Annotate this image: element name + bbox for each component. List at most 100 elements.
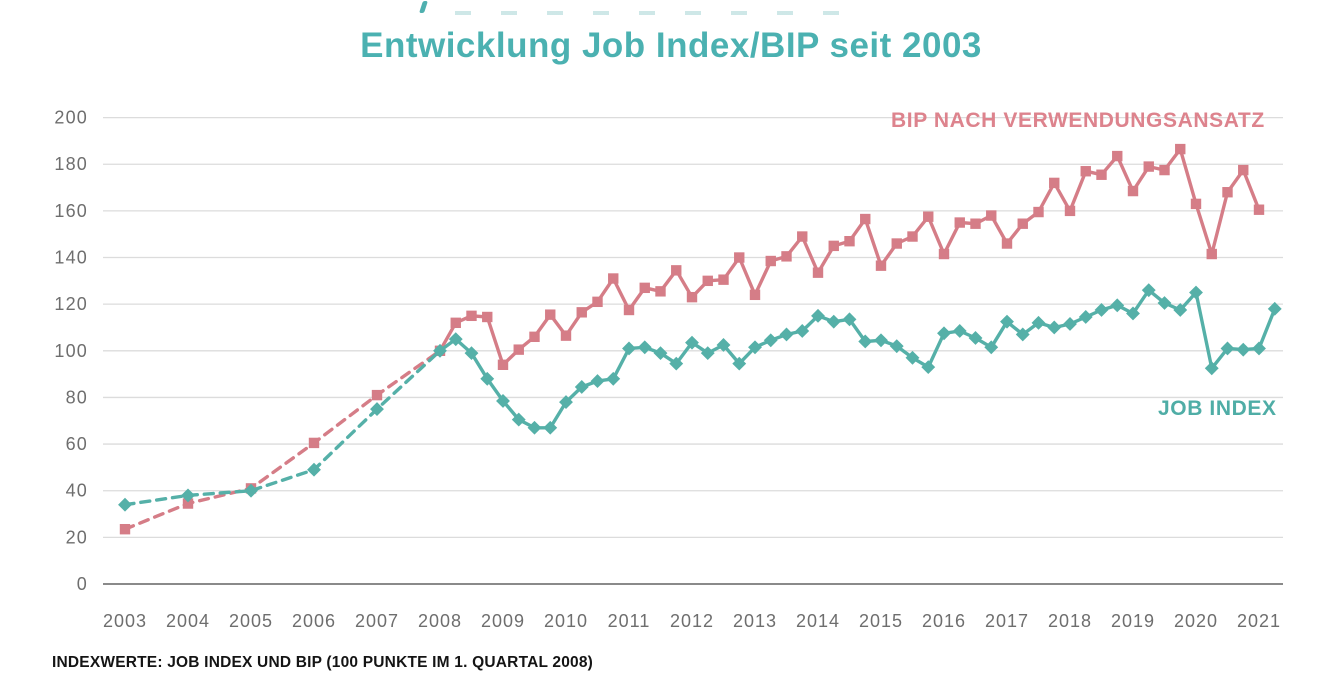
data-point-square-marker xyxy=(371,389,383,401)
data-point-diamond-marker xyxy=(795,324,810,338)
data-point-square-marker xyxy=(482,311,493,323)
data-point-square-marker xyxy=(560,330,572,341)
data-point-diamond-marker xyxy=(433,343,447,358)
data-point-square-marker xyxy=(1127,185,1139,197)
series-line-dashed xyxy=(123,349,442,507)
x-tick-label: 2015 xyxy=(859,611,903,631)
chart-footnote: INDEXWERTE: JOB INDEX UND BIP (100 PUNKT… xyxy=(52,654,594,671)
data-point-square-marker xyxy=(970,218,981,229)
y-tick-label: 140 xyxy=(54,248,88,268)
data-point-diamond-marker xyxy=(1047,320,1062,335)
y-tick-label: 0 xyxy=(77,574,88,594)
data-point-square-marker xyxy=(938,248,950,260)
y-tick-label: 20 xyxy=(66,527,88,547)
x-tick-label: 2019 xyxy=(1111,611,1155,631)
data-point-square-marker xyxy=(923,211,934,222)
data-point-square-marker xyxy=(1175,143,1186,155)
y-tick-label: 160 xyxy=(54,201,88,221)
data-point-square-marker xyxy=(1159,164,1170,176)
data-point-square-marker xyxy=(875,260,887,271)
y-tick-label: 180 xyxy=(54,154,88,174)
data-point-square-marker xyxy=(119,523,131,535)
data-point-square-marker xyxy=(1143,161,1154,172)
data-point-diamond-marker xyxy=(858,334,873,349)
x-tick-label: 2009 xyxy=(481,611,525,631)
x-tick-label: 2007 xyxy=(355,611,399,631)
data-point-square-marker xyxy=(812,267,824,278)
data-point-square-marker xyxy=(907,231,918,242)
x-tick-label: 2010 xyxy=(544,611,588,631)
data-point-square-marker xyxy=(1096,169,1107,180)
data-point-diamond-marker xyxy=(1110,298,1125,313)
data-point-diamond-marker xyxy=(590,374,605,389)
data-point-square-marker xyxy=(1222,187,1233,198)
data-point-diamond-marker xyxy=(937,326,951,341)
data-point-diamond-marker xyxy=(984,340,999,355)
y-tick-label: 100 xyxy=(54,341,88,361)
data-point-square-marker xyxy=(671,265,682,276)
data-point-square-marker xyxy=(781,251,792,262)
x-tick-label: 2003 xyxy=(103,611,147,631)
data-point-square-marker xyxy=(1206,248,1217,260)
series-label-job-index: JOB INDEX xyxy=(1158,397,1277,420)
data-point-square-marker xyxy=(718,274,729,285)
data-point-diamond-marker xyxy=(464,346,479,361)
x-tick-label: 2016 xyxy=(922,611,966,631)
x-tick-label: 2005 xyxy=(229,611,273,631)
clipped-heading-fragments xyxy=(400,0,880,16)
data-point-square-marker xyxy=(844,235,855,247)
data-point-diamond-marker xyxy=(1078,310,1093,324)
data-point-diamond-marker xyxy=(952,324,967,338)
data-point-diamond-marker xyxy=(307,462,321,477)
data-point-square-marker xyxy=(1033,206,1044,218)
x-tick-label: 2008 xyxy=(418,611,462,631)
data-point-square-marker xyxy=(686,291,698,303)
series-label-bip: BIP NACH VERWENDUNGSANSATZ xyxy=(891,109,1265,132)
x-tick-label: 2006 xyxy=(292,611,336,631)
data-point-diamond-marker xyxy=(653,346,668,361)
data-point-square-marker xyxy=(450,317,461,329)
data-point-diamond-marker xyxy=(1094,303,1109,317)
data-point-diamond-marker xyxy=(1236,342,1251,357)
chart-title: Entwicklung Job Index/BIP seit 2003 xyxy=(360,26,982,65)
data-point-diamond-marker xyxy=(874,333,888,348)
data-point-square-marker xyxy=(513,344,524,355)
y-tick-label: 120 xyxy=(54,294,88,314)
x-tick-label: 2004 xyxy=(166,611,210,631)
data-point-square-marker xyxy=(1017,218,1028,229)
data-point-diamond-marker xyxy=(496,394,510,408)
data-point-square-marker xyxy=(592,296,603,308)
data-point-square-marker xyxy=(1238,164,1249,176)
x-tick-label: 2014 xyxy=(796,611,840,631)
data-point-diamond-marker xyxy=(921,360,936,375)
x-tick-label: 2013 xyxy=(733,611,777,631)
x-tick-label: 2017 xyxy=(985,611,1029,631)
data-point-square-marker xyxy=(545,309,556,320)
data-point-diamond-marker xyxy=(1063,317,1077,331)
data-point-diamond-marker xyxy=(748,340,762,355)
clipped-text-row-fragment xyxy=(455,11,865,15)
data-point-square-marker xyxy=(608,273,619,284)
data-point-square-marker xyxy=(497,359,509,370)
x-tick-label: 2021 xyxy=(1237,611,1281,631)
data-point-square-marker xyxy=(797,231,808,242)
data-point-diamond-marker xyxy=(732,356,747,371)
data-point-diamond-marker xyxy=(905,350,920,365)
data-point-diamond-marker xyxy=(527,420,542,435)
data-point-square-marker xyxy=(466,310,477,322)
x-tick-label: 2020 xyxy=(1174,611,1218,631)
data-point-square-marker xyxy=(1253,204,1265,215)
data-point-diamond-marker xyxy=(637,340,652,355)
y-tick-label: 200 xyxy=(54,108,88,128)
data-point-diamond-marker xyxy=(1252,341,1266,356)
y-tick-label: 40 xyxy=(66,481,88,501)
x-tick-label: 2018 xyxy=(1048,611,1092,631)
data-point-square-marker xyxy=(734,252,745,263)
data-point-square-marker xyxy=(1190,198,1202,210)
data-point-square-marker xyxy=(749,289,761,301)
data-point-square-marker xyxy=(576,307,587,318)
data-point-square-marker xyxy=(828,240,839,252)
data-point-square-marker xyxy=(182,498,194,509)
